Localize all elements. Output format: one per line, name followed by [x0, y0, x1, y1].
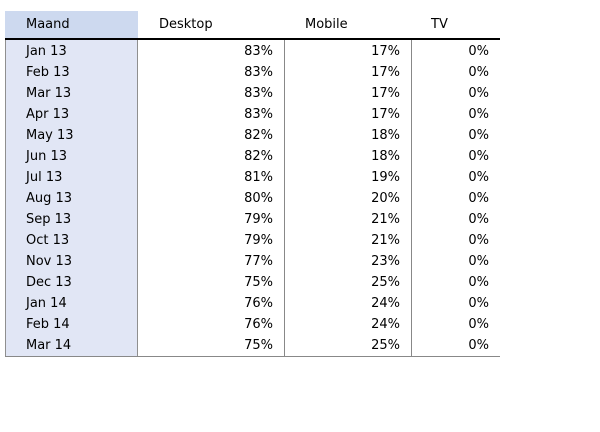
- table-row: Apr 13 83% 17% 0%: [5, 104, 500, 125]
- cell-desktop[interactable]: 79%: [244, 212, 273, 227]
- cell-month[interactable]: Jan 14: [26, 296, 67, 311]
- cell-desktop[interactable]: 77%: [244, 254, 273, 269]
- cell-desktop[interactable]: 75%: [244, 275, 273, 290]
- cell-tv[interactable]: 0%: [468, 191, 489, 206]
- cell-desktop[interactable]: 82%: [244, 128, 273, 143]
- cell-mobile[interactable]: 21%: [371, 233, 400, 248]
- cell-desktop[interactable]: 83%: [244, 44, 273, 59]
- cell-month[interactable]: Sep 13: [26, 212, 72, 227]
- cell-month[interactable]: Mar 14: [26, 338, 72, 353]
- cell-month[interactable]: Aug 13: [26, 191, 73, 206]
- column-header-maand[interactable]: Maand: [5, 11, 138, 38]
- cell-desktop[interactable]: 80%: [244, 191, 273, 206]
- cell-month[interactable]: Jun 13: [26, 149, 67, 164]
- cell-mobile[interactable]: 20%: [371, 191, 400, 206]
- cell-desktop[interactable]: 83%: [244, 86, 273, 101]
- table-row: May 13 82% 18% 0%: [5, 125, 500, 146]
- cell-desktop[interactable]: 75%: [244, 338, 273, 353]
- table-row: Mar 13 83% 17% 0%: [5, 83, 500, 104]
- cell-month[interactable]: Mar 13: [26, 86, 72, 101]
- column-divider: [284, 40, 285, 356]
- cell-mobile[interactable]: 17%: [371, 107, 400, 122]
- cell-tv[interactable]: 0%: [468, 233, 489, 248]
- cell-tv[interactable]: 0%: [468, 296, 489, 311]
- cell-mobile[interactable]: 25%: [371, 275, 400, 290]
- data-table: Maand Desktop Mobile TV Jan 13 83% 17% 0% Fe…: [5, 11, 500, 357]
- table-row: Jan 14 76% 24% 0%: [5, 293, 500, 314]
- table-row: Oct 13 79% 21% 0%: [5, 230, 500, 251]
- cell-mobile[interactable]: 19%: [371, 170, 400, 185]
- cell-desktop[interactable]: 76%: [244, 317, 273, 332]
- cell-desktop[interactable]: 82%: [244, 149, 273, 164]
- cell-mobile[interactable]: 18%: [371, 128, 400, 143]
- table-row: Feb 14 76% 24% 0%: [5, 314, 500, 335]
- cell-month[interactable]: Apr 13: [26, 107, 70, 122]
- cell-desktop[interactable]: 83%: [244, 107, 273, 122]
- table-body: Jan 13 83% 17% 0% Feb 13 83% 17% 0% Mar 13 83% 17%…: [5, 40, 500, 357]
- cell-mobile[interactable]: 18%: [371, 149, 400, 164]
- cell-tv[interactable]: 0%: [468, 107, 489, 122]
- table-row: Dec 13 75% 25% 0%: [5, 272, 500, 293]
- cell-mobile[interactable]: 24%: [371, 296, 400, 311]
- cell-month[interactable]: Dec 13: [26, 275, 72, 290]
- cell-mobile[interactable]: 17%: [371, 65, 400, 80]
- cell-mobile[interactable]: 17%: [371, 86, 400, 101]
- table-row: Jul 13 81% 19% 0%: [5, 167, 500, 188]
- table-row: Aug 13 80% 20% 0%: [5, 188, 500, 209]
- cell-tv[interactable]: 0%: [468, 254, 489, 269]
- cell-desktop[interactable]: 76%: [244, 296, 273, 311]
- cell-tv[interactable]: 0%: [468, 149, 489, 164]
- cell-tv[interactable]: 0%: [468, 65, 489, 80]
- cell-month[interactable]: Feb 14: [26, 317, 70, 332]
- cell-tv[interactable]: 0%: [468, 128, 489, 143]
- cell-month[interactable]: Jan 13: [26, 44, 67, 59]
- cell-month[interactable]: Oct 13: [26, 233, 70, 248]
- cell-tv[interactable]: 0%: [468, 170, 489, 185]
- table-row: Feb 13 83% 17% 0%: [5, 62, 500, 83]
- cell-month[interactable]: May 13: [26, 128, 74, 143]
- cell-tv[interactable]: 0%: [468, 212, 489, 227]
- cell-desktop[interactable]: 81%: [244, 170, 273, 185]
- cell-tv[interactable]: 0%: [468, 275, 489, 290]
- month-column-background: [5, 40, 138, 356]
- table-row: Nov 13 77% 23% 0%: [5, 251, 500, 272]
- cell-tv[interactable]: 0%: [468, 338, 489, 353]
- cell-tv[interactable]: 0%: [468, 317, 489, 332]
- column-header-desktop[interactable]: Desktop: [159, 17, 213, 32]
- column-header-tv[interactable]: TV: [431, 17, 448, 32]
- cell-mobile[interactable]: 25%: [371, 338, 400, 353]
- cell-month[interactable]: Nov 13: [26, 254, 73, 269]
- cell-tv[interactable]: 0%: [468, 86, 489, 101]
- cell-mobile[interactable]: 21%: [371, 212, 400, 227]
- cell-desktop[interactable]: 83%: [244, 65, 273, 80]
- cell-tv[interactable]: 0%: [468, 44, 489, 59]
- table-row: Jan 13 83% 17% 0%: [5, 41, 500, 62]
- table-row: Sep 13 79% 21% 0%: [5, 209, 500, 230]
- table-rows: Jan 13 83% 17% 0% Feb 13 83% 17% 0% Mar 13 83% 17%…: [5, 41, 500, 356]
- column-divider: [411, 40, 412, 356]
- cell-month[interactable]: Feb 13: [26, 65, 70, 80]
- cell-mobile[interactable]: 17%: [371, 44, 400, 59]
- table-row: Mar 14 75% 25% 0%: [5, 335, 500, 356]
- cell-mobile[interactable]: 23%: [371, 254, 400, 269]
- column-header-mobile[interactable]: Mobile: [305, 17, 348, 32]
- cell-desktop[interactable]: 79%: [244, 233, 273, 248]
- cell-month[interactable]: Jul 13: [26, 170, 63, 185]
- table-header: Maand Desktop Mobile TV: [5, 11, 500, 40]
- table-row: Jun 13 82% 18% 0%: [5, 146, 500, 167]
- cell-mobile[interactable]: 24%: [371, 317, 400, 332]
